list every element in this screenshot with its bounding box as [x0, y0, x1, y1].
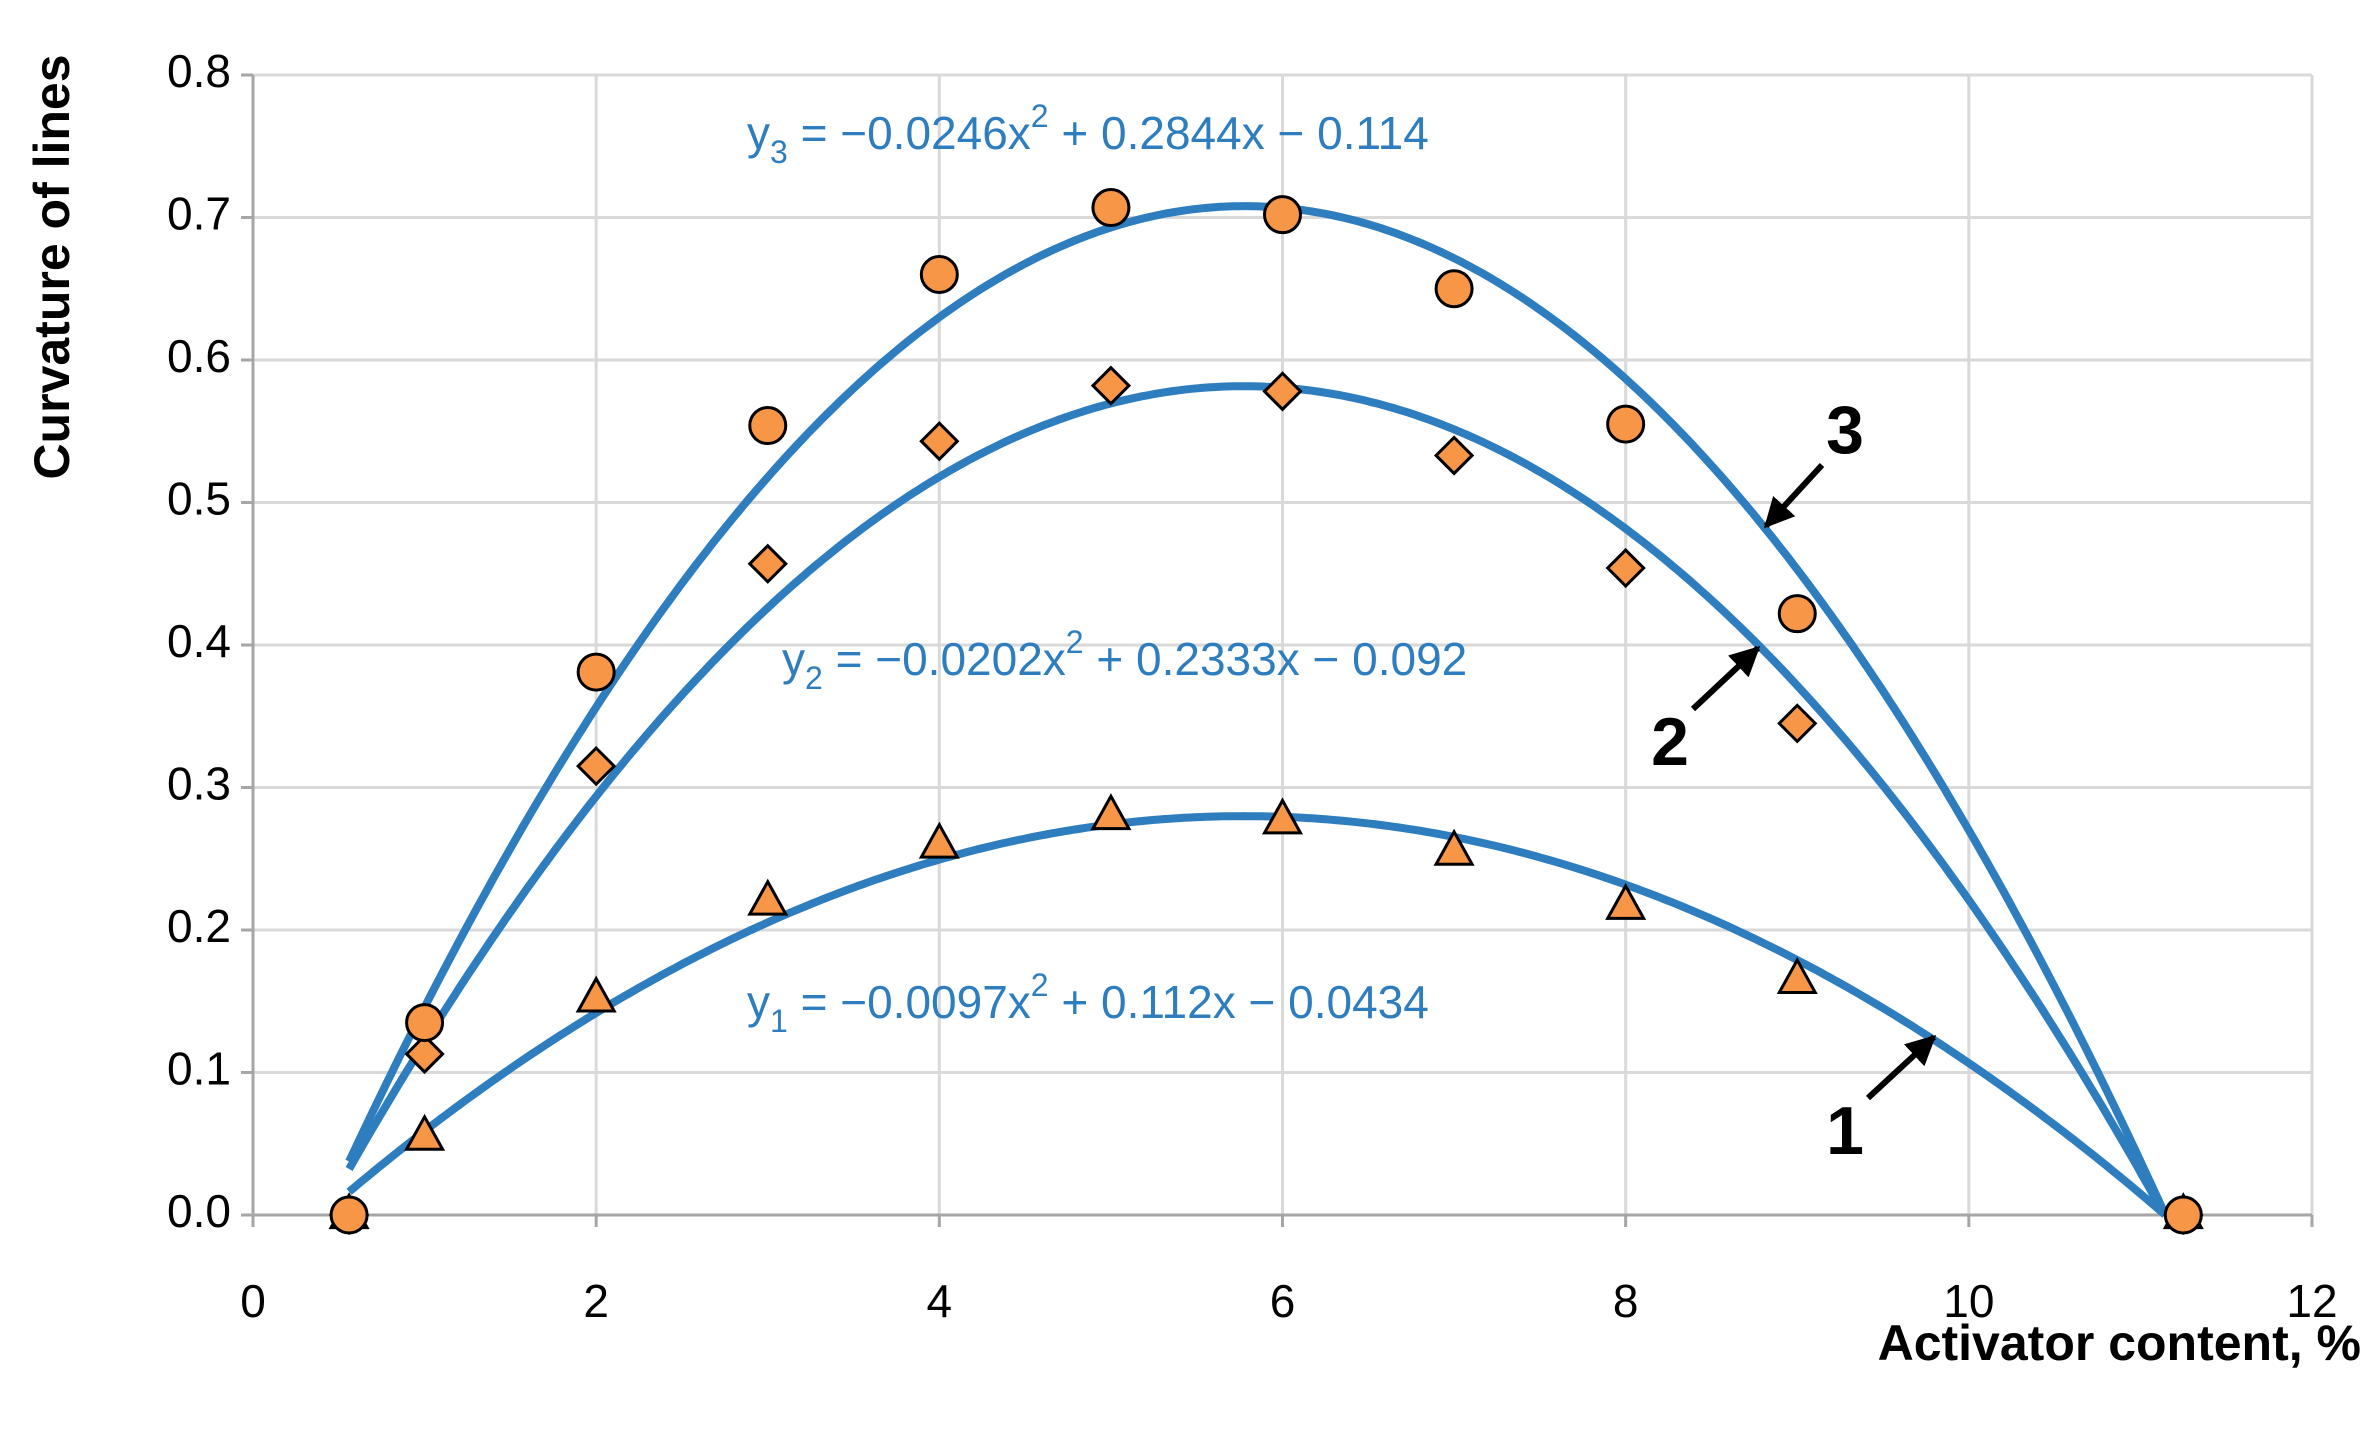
x-tick-label: 10	[1943, 1275, 1994, 1327]
trendline-equation: y2 = −0.0202x2 + 0.2333x − 0.092	[782, 624, 1467, 696]
marker	[405, 1003, 445, 1043]
x-tick-label: 12	[2286, 1275, 2337, 1327]
marker	[1777, 703, 1818, 744]
y-tick-label: 0.1	[167, 1043, 231, 1095]
y-tick-label: 0.4	[167, 615, 231, 667]
marker	[575, 975, 617, 1013]
marker	[1605, 547, 1646, 589]
equation-part: = −0.0246x	[788, 107, 1031, 159]
trendline-equation: y3 = −0.0246x2 + 0.2844x − 0.114	[747, 98, 1429, 170]
marker	[576, 746, 617, 787]
equation-part: y	[747, 976, 770, 1028]
y-tick-label: 0.0	[167, 1185, 231, 1237]
x-axis-title: Activator content, %	[1878, 1315, 2361, 1371]
annotation-arrow	[1865, 1034, 1937, 1101]
marker	[747, 543, 788, 584]
equation-part: = −0.0097x	[788, 976, 1031, 1028]
equation-part: 2	[1031, 98, 1049, 134]
y-tick-label: 0.5	[167, 473, 231, 525]
equation-part: + 0.112x − 0.0434	[1049, 976, 1429, 1028]
equation-part: + 0.2333x − 0.092	[1084, 633, 1468, 685]
marker	[404, 1113, 446, 1151]
equation-part: y	[747, 107, 770, 159]
marker	[329, 1195, 369, 1235]
annotation-arrow	[1763, 462, 1825, 529]
marker	[2163, 1195, 2203, 1235]
marker	[1434, 269, 1474, 309]
y-tick-label: 0.2	[167, 900, 231, 952]
marker	[1606, 404, 1646, 444]
marker	[1605, 882, 1647, 920]
equation-part: 1	[770, 1003, 788, 1039]
y-axis-title: Curvature of lines	[24, 54, 80, 479]
marker	[1091, 188, 1131, 228]
marker	[1433, 435, 1475, 476]
marker	[1263, 195, 1302, 235]
x-tick-label: 8	[1613, 1275, 1639, 1327]
marker	[1261, 797, 1304, 835]
annotation: 3	[1826, 392, 1864, 468]
marker	[404, 1033, 445, 1075]
x-tick-label: 2	[583, 1275, 609, 1327]
trendline	[346, 812, 2168, 1218]
y-tick-label: 0.3	[167, 758, 231, 810]
equation-part: = −0.0202x	[823, 633, 1066, 685]
marker	[1090, 365, 1132, 406]
marker	[748, 406, 788, 446]
marker	[1777, 594, 1817, 634]
marker	[918, 821, 960, 859]
trendline-equation: y1 = −0.0097x2 + 0.112x − 0.0434	[747, 967, 1429, 1039]
x-tick-label: 4	[927, 1275, 953, 1327]
marker	[919, 421, 960, 462]
marker	[576, 652, 616, 692]
equation-part: 2	[805, 660, 823, 696]
equation-part: 3	[770, 134, 788, 170]
marker	[1090, 793, 1132, 831]
equation-part: y	[782, 633, 805, 685]
trendline	[345, 202, 2169, 1216]
trendline	[345, 382, 2164, 1210]
equation-part: + 0.2844x − 0.114	[1049, 107, 1429, 159]
y-tick-label: 0.6	[167, 330, 231, 382]
y-tick-label: 0.7	[167, 188, 231, 240]
marker	[747, 878, 789, 916]
annotation: 2	[1651, 704, 1689, 780]
annotation-arrow	[1690, 645, 1761, 712]
marker	[1433, 828, 1475, 866]
marker	[1262, 371, 1303, 412]
marker	[919, 255, 959, 294]
equation-part: 2	[1066, 624, 1084, 660]
annotation: 1	[1826, 1093, 1864, 1169]
x-tick-label: 6	[1270, 1275, 1296, 1327]
equation-part: 2	[1031, 967, 1049, 1003]
marker	[1776, 956, 1818, 994]
x-tick-label: 0	[240, 1275, 266, 1327]
y-tick-label: 0.8	[167, 45, 231, 97]
